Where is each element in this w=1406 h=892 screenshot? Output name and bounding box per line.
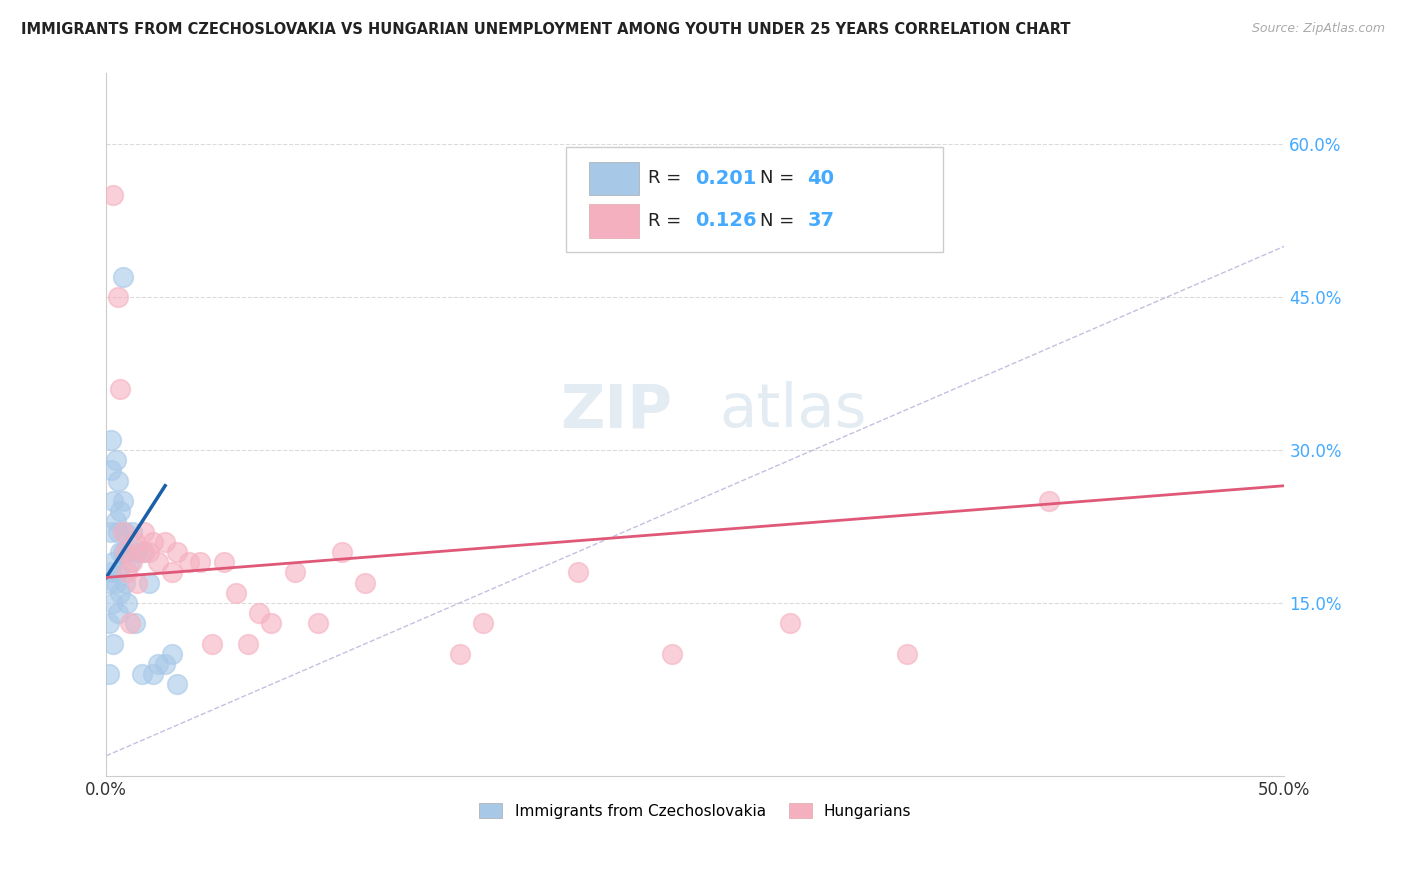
Point <box>146 555 169 569</box>
Point <box>153 657 176 671</box>
Point <box>107 606 129 620</box>
Point <box>190 555 212 569</box>
Point <box>160 647 183 661</box>
Text: atlas: atlas <box>718 381 866 440</box>
Point <box>100 566 122 580</box>
Point <box>260 616 283 631</box>
Legend: Immigrants from Czechoslovakia, Hungarians: Immigrants from Czechoslovakia, Hungaria… <box>474 797 917 825</box>
Point <box>117 545 139 559</box>
Point <box>142 667 165 681</box>
Point <box>104 453 127 467</box>
Point <box>104 515 127 529</box>
Point <box>131 667 153 681</box>
Point <box>166 545 188 559</box>
Point <box>107 474 129 488</box>
FancyBboxPatch shape <box>589 161 638 195</box>
Point <box>284 566 307 580</box>
Point <box>896 647 918 661</box>
Point <box>1038 494 1060 508</box>
Point <box>354 575 377 590</box>
Text: ZIP: ZIP <box>560 381 672 440</box>
Point <box>146 657 169 671</box>
Point <box>330 545 353 559</box>
Point <box>138 545 160 559</box>
FancyBboxPatch shape <box>589 203 638 237</box>
Point <box>107 524 129 539</box>
Point <box>111 524 134 539</box>
Point <box>107 566 129 580</box>
Point <box>111 494 134 508</box>
Point <box>121 555 143 569</box>
Point <box>97 667 120 681</box>
Point <box>103 596 125 610</box>
Text: Source: ZipAtlas.com: Source: ZipAtlas.com <box>1251 22 1385 36</box>
Point <box>307 616 329 631</box>
Point <box>236 637 259 651</box>
Point <box>449 647 471 661</box>
Point <box>97 575 120 590</box>
Point <box>118 616 141 631</box>
Text: N =: N = <box>761 169 800 187</box>
Point <box>779 616 801 631</box>
Point <box>111 545 134 559</box>
Point <box>117 566 139 580</box>
Text: N =: N = <box>761 211 800 229</box>
Point <box>104 575 127 590</box>
Point <box>121 524 143 539</box>
Point <box>661 647 683 661</box>
Point <box>111 269 134 284</box>
Point <box>100 524 122 539</box>
Text: 0.126: 0.126 <box>696 211 756 230</box>
Point <box>567 566 589 580</box>
Point <box>110 382 132 396</box>
Point <box>125 545 148 559</box>
Text: IMMIGRANTS FROM CZECHOSLOVAKIA VS HUNGARIAN UNEMPLOYMENT AMONG YOUTH UNDER 25 YE: IMMIGRANTS FROM CZECHOSLOVAKIA VS HUNGAR… <box>21 22 1070 37</box>
Point <box>110 504 132 518</box>
Point <box>110 545 132 559</box>
Point <box>131 545 153 559</box>
Point <box>125 575 148 590</box>
Point <box>212 555 235 569</box>
Point <box>225 585 247 599</box>
Point <box>114 575 136 590</box>
Point <box>160 566 183 580</box>
Point <box>114 524 136 539</box>
Point <box>117 596 139 610</box>
Point <box>100 433 122 447</box>
Point <box>107 290 129 304</box>
Point <box>110 585 132 599</box>
Text: 0.201: 0.201 <box>696 169 756 188</box>
Point <box>132 524 155 539</box>
Point <box>142 534 165 549</box>
Point <box>138 575 160 590</box>
Point <box>103 188 125 202</box>
Text: R =: R = <box>648 169 688 187</box>
Point <box>103 555 125 569</box>
Point <box>114 545 136 559</box>
Point <box>201 637 224 651</box>
Point <box>124 616 146 631</box>
Point <box>132 545 155 559</box>
Text: R =: R = <box>648 211 688 229</box>
Point <box>472 616 495 631</box>
Point <box>103 637 125 651</box>
Point <box>103 494 125 508</box>
Point <box>166 677 188 691</box>
Point <box>118 555 141 569</box>
Text: 37: 37 <box>807 211 834 230</box>
Text: 40: 40 <box>807 169 834 188</box>
Point <box>177 555 200 569</box>
Point <box>124 534 146 549</box>
Point <box>100 463 122 477</box>
Point <box>153 534 176 549</box>
Point <box>97 616 120 631</box>
Point <box>247 606 270 620</box>
FancyBboxPatch shape <box>565 147 943 252</box>
